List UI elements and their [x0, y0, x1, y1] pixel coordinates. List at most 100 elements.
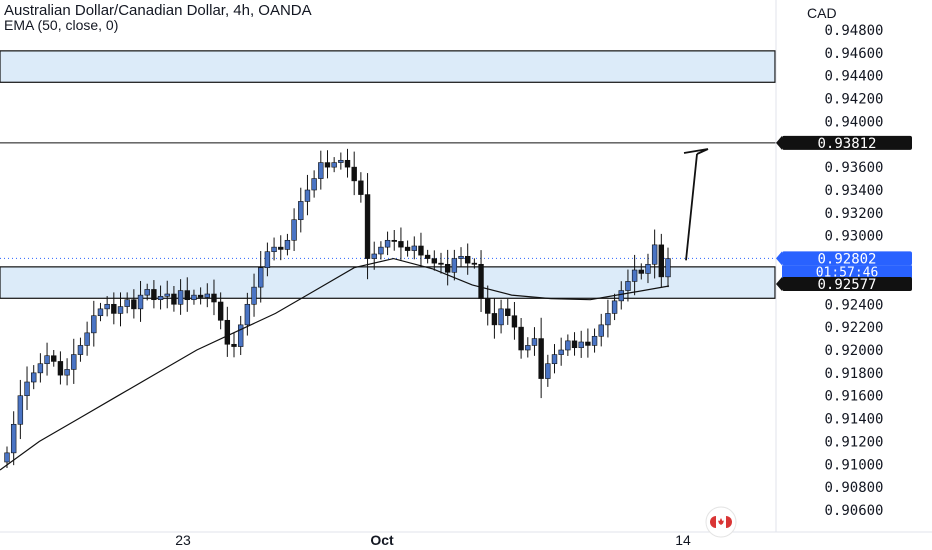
candle[interactable]: [157, 285, 164, 310]
candle[interactable]: [258, 251, 264, 303]
candle[interactable]: [424, 249, 431, 264]
candle[interactable]: [84, 321, 90, 356]
candle[interactable]: [571, 332, 578, 356]
candle[interactable]: [665, 247, 671, 288]
candle[interactable]: [251, 273, 257, 317]
candle[interactable]: [491, 298, 498, 339]
candle[interactable]: [291, 208, 297, 251]
candle[interactable]: [598, 313, 604, 347]
candle[interactable]: [31, 365, 37, 390]
candle[interactable]: [10, 411, 17, 466]
resistance-zone[interactable]: [0, 50, 776, 83]
candle[interactable]: [211, 279, 217, 316]
candle[interactable]: [324, 150, 331, 179]
price-axis[interactable]: 0.94800 0.94600 0.94400 0.94200 0.94000 0.936…: [824, 23, 883, 519]
candle[interactable]: [271, 237, 277, 261]
candle[interactable]: [311, 170, 317, 198]
candle[interactable]: [411, 236, 417, 260]
candle[interactable]: [444, 249, 451, 286]
candle[interactable]: [485, 285, 491, 326]
candle[interactable]: [191, 289, 197, 305]
candle[interactable]: [658, 233, 665, 288]
candle[interactable]: [545, 354, 551, 387]
candle[interactable]: [358, 172, 364, 203]
candle[interactable]: [431, 250, 438, 271]
candle[interactable]: [591, 328, 598, 353]
candle[interactable]: [117, 292, 124, 327]
candle[interactable]: [37, 353, 44, 383]
candle[interactable]: [131, 289, 137, 319]
candle[interactable]: [438, 252, 444, 274]
candle[interactable]: [137, 280, 144, 322]
candle[interactable]: [51, 350, 57, 367]
candle[interactable]: [605, 299, 611, 338]
candle[interactable]: [404, 240, 411, 257]
candle[interactable]: [464, 243, 471, 275]
time-axis[interactable]: 23 Oct 14: [175, 532, 691, 548]
candle[interactable]: [97, 302, 104, 322]
candle[interactable]: [217, 292, 224, 330]
candle[interactable]: [505, 298, 511, 325]
candle[interactable]: [578, 330, 584, 358]
candle[interactable]: [344, 148, 351, 178]
candle[interactable]: [111, 292, 117, 325]
candle[interactable]: [144, 283, 150, 301]
candle[interactable]: [478, 250, 484, 313]
candle[interactable]: [538, 317, 544, 399]
candle[interactable]: [518, 318, 524, 359]
candle[interactable]: [338, 152, 344, 170]
candle[interactable]: [91, 300, 97, 347]
candle[interactable]: [104, 296, 110, 317]
candle[interactable]: [451, 249, 458, 281]
candle[interactable]: [364, 173, 371, 280]
candle[interactable]: [224, 306, 231, 357]
projection-arrow[interactable]: [685, 153, 698, 261]
candle[interactable]: [77, 337, 84, 362]
candle[interactable]: [237, 315, 244, 356]
candle[interactable]: [585, 328, 591, 358]
candle[interactable]: [378, 241, 384, 260]
candle[interactable]: [64, 358, 70, 386]
candle[interactable]: [398, 227, 404, 260]
candle[interactable]: [384, 231, 391, 256]
candle[interactable]: [124, 292, 130, 314]
candle[interactable]: [558, 337, 564, 366]
candle[interactable]: [164, 280, 170, 309]
candle[interactable]: [631, 254, 638, 296]
candle[interactable]: [244, 292, 251, 336]
candle[interactable]: [458, 247, 464, 267]
arrow-layer[interactable]: [683, 148, 709, 261]
candle[interactable]: [618, 281, 624, 310]
candle[interactable]: [151, 280, 157, 309]
candle[interactable]: [231, 332, 237, 358]
candles-layer[interactable]: [4, 148, 671, 468]
candle[interactable]: [57, 351, 64, 385]
candle[interactable]: [264, 242, 271, 277]
candle[interactable]: [17, 379, 24, 440]
candle[interactable]: [197, 287, 204, 305]
candle[interactable]: [471, 258, 478, 269]
candle[interactable]: [371, 241, 377, 270]
candle[interactable]: [611, 293, 618, 321]
candle[interactable]: [171, 286, 177, 312]
candle[interactable]: [651, 229, 658, 279]
candle[interactable]: [638, 263, 644, 280]
candle[interactable]: [498, 299, 504, 334]
candle[interactable]: [418, 232, 424, 268]
candle[interactable]: [204, 283, 211, 308]
candle[interactable]: [304, 174, 311, 216]
candle[interactable]: [551, 344, 558, 374]
candle[interactable]: [645, 253, 651, 284]
candle[interactable]: [391, 230, 397, 251]
candle[interactable]: [531, 327, 538, 356]
candle[interactable]: [511, 302, 518, 340]
canada-flag-icon[interactable]: [705, 506, 737, 538]
candle[interactable]: [177, 279, 184, 315]
ema-line[interactable]: [0, 257, 670, 471]
candle[interactable]: [44, 342, 50, 376]
candle[interactable]: [71, 338, 77, 384]
candle[interactable]: [625, 269, 631, 302]
indicator-legend[interactable]: EMA (50, close, 0): [4, 17, 119, 33]
candle[interactable]: [284, 233, 291, 256]
